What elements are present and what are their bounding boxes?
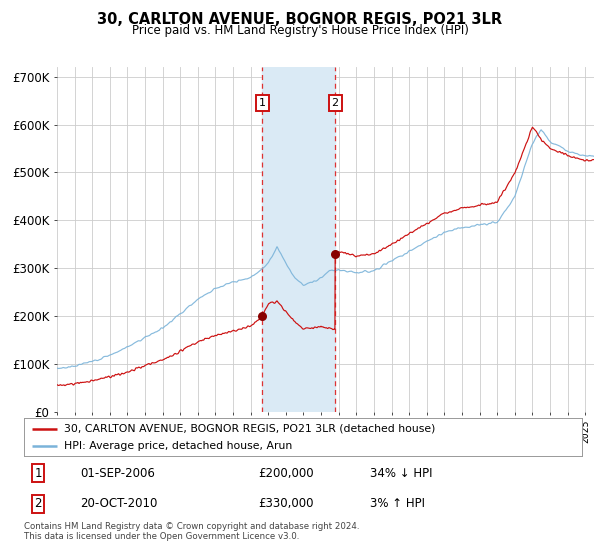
- Text: HPI: Average price, detached house, Arun: HPI: Average price, detached house, Arun: [64, 441, 292, 451]
- Text: £330,000: £330,000: [259, 497, 314, 510]
- Text: 1: 1: [259, 99, 266, 109]
- Text: 20-OCT-2010: 20-OCT-2010: [80, 497, 157, 510]
- Text: 2: 2: [332, 99, 339, 109]
- Text: 34% ↓ HPI: 34% ↓ HPI: [370, 467, 433, 480]
- Bar: [262, 67, 335, 412]
- Text: 01-SEP-2006: 01-SEP-2006: [80, 467, 155, 480]
- Text: 3% ↑ HPI: 3% ↑ HPI: [370, 497, 425, 510]
- Text: Price paid vs. HM Land Registry's House Price Index (HPI): Price paid vs. HM Land Registry's House …: [131, 24, 469, 37]
- Text: 30, CARLTON AVENUE, BOGNOR REGIS, PO21 3LR (detached house): 30, CARLTON AVENUE, BOGNOR REGIS, PO21 3…: [64, 423, 436, 433]
- Text: 1: 1: [34, 467, 42, 480]
- Text: 2: 2: [34, 497, 42, 510]
- Text: 30, CARLTON AVENUE, BOGNOR REGIS, PO21 3LR: 30, CARLTON AVENUE, BOGNOR REGIS, PO21 3…: [97, 12, 503, 27]
- Text: £200,000: £200,000: [259, 467, 314, 480]
- Text: Contains HM Land Registry data © Crown copyright and database right 2024.
This d: Contains HM Land Registry data © Crown c…: [24, 522, 359, 542]
